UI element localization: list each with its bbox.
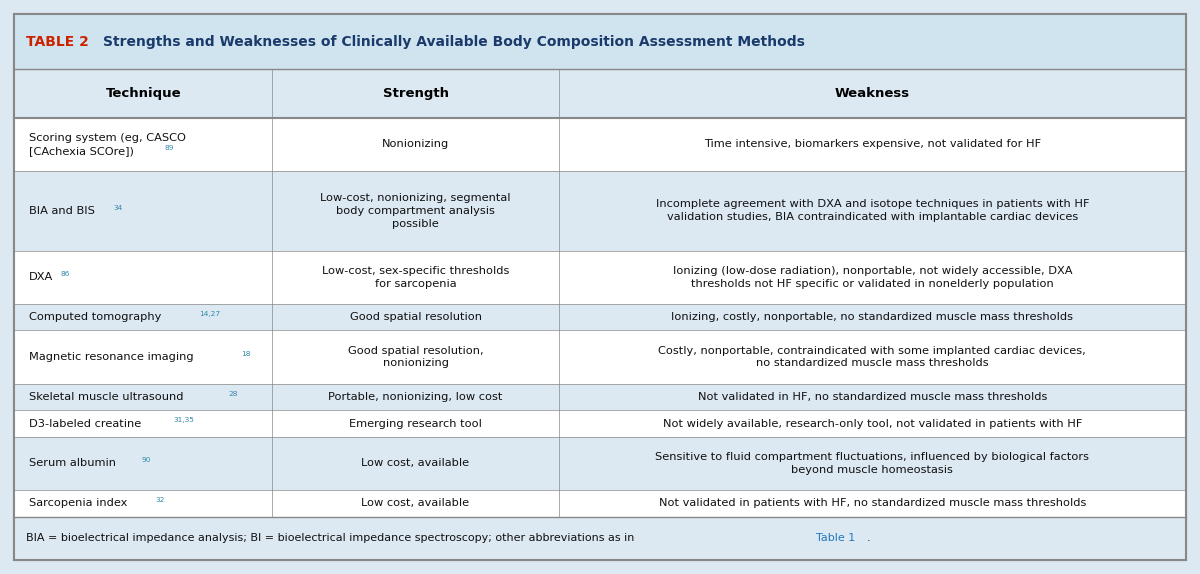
Text: Emerging research tool: Emerging research tool xyxy=(349,418,482,429)
Text: Sensitive to fluid compartment fluctuations, influenced by biological factors
be: Sensitive to fluid compartment fluctuati… xyxy=(655,452,1090,475)
Text: Nonionizing: Nonionizing xyxy=(382,139,449,149)
Bar xyxy=(14,410,1186,437)
Bar xyxy=(14,490,1186,517)
Text: Portable, nonionizing, low cost: Portable, nonionizing, low cost xyxy=(329,392,503,402)
Text: Low-cost, sex-specific thresholds
for sarcopenia: Low-cost, sex-specific thresholds for sa… xyxy=(322,266,509,289)
Text: Low cost, available: Low cost, available xyxy=(361,498,469,509)
Bar xyxy=(14,251,1186,304)
Text: .: . xyxy=(866,533,870,543)
Text: Not validated in patients with HF, no standardized muscle mass thresholds: Not validated in patients with HF, no st… xyxy=(659,498,1086,509)
Text: D3-labeled creatine: D3-labeled creatine xyxy=(29,418,142,429)
Text: Sarcopenia index: Sarcopenia index xyxy=(29,498,127,509)
Text: Time intensive, biomarkers expensive, not validated for HF: Time intensive, biomarkers expensive, no… xyxy=(703,139,1040,149)
Text: 32: 32 xyxy=(156,497,166,503)
Bar xyxy=(14,118,1186,171)
Text: Serum albumin: Serum albumin xyxy=(29,459,115,468)
Text: Weakness: Weakness xyxy=(835,87,910,100)
Text: Costly, nonportable, contraindicated with some implanted cardiac devices,
no sta: Costly, nonportable, contraindicated wit… xyxy=(659,346,1086,369)
Text: Ionizing, costly, nonportable, no standardized muscle mass thresholds: Ionizing, costly, nonportable, no standa… xyxy=(671,312,1073,322)
Bar xyxy=(14,171,1186,251)
Bar xyxy=(14,69,1186,118)
Text: Good spatial resolution: Good spatial resolution xyxy=(349,312,481,322)
Text: Computed tomography: Computed tomography xyxy=(29,312,161,322)
Text: 28: 28 xyxy=(228,391,238,397)
Text: 14,27: 14,27 xyxy=(199,311,221,317)
Text: Strength: Strength xyxy=(383,87,449,100)
Text: Good spatial resolution,
nonionizing: Good spatial resolution, nonionizing xyxy=(348,346,484,369)
Text: Scoring system (eg, CASCO
[CAchexia SCOre]): Scoring system (eg, CASCO [CAchexia SCOr… xyxy=(29,133,186,156)
Bar xyxy=(14,383,1186,410)
Bar xyxy=(14,14,1186,69)
Text: 86: 86 xyxy=(60,271,70,277)
Text: Not validated in HF, no standardized muscle mass thresholds: Not validated in HF, no standardized mus… xyxy=(697,392,1046,402)
Text: Magnetic resonance imaging: Magnetic resonance imaging xyxy=(29,352,193,362)
Text: Low cost, available: Low cost, available xyxy=(361,459,469,468)
Text: 89: 89 xyxy=(164,145,174,151)
Text: Table 1: Table 1 xyxy=(816,533,856,543)
Text: Not widely available, research-only tool, not validated in patients with HF: Not widely available, research-only tool… xyxy=(662,418,1082,429)
Text: 31,35: 31,35 xyxy=(174,417,194,423)
Bar xyxy=(14,304,1186,331)
Text: Skeletal muscle ultrasound: Skeletal muscle ultrasound xyxy=(29,392,184,402)
Bar xyxy=(14,517,1186,560)
Bar xyxy=(14,331,1186,383)
Text: 90: 90 xyxy=(142,457,150,463)
Bar xyxy=(14,437,1186,490)
Text: 34: 34 xyxy=(114,204,124,211)
Text: Strengths and Weaknesses of Clinically Available Body Composition Assessment Met: Strengths and Weaknesses of Clinically A… xyxy=(103,34,805,49)
Text: BIA and BIS: BIA and BIS xyxy=(29,205,95,216)
Text: Incomplete agreement with DXA and isotope techniques in patients with HF
validat: Incomplete agreement with DXA and isotop… xyxy=(655,199,1090,222)
Text: TABLE 2: TABLE 2 xyxy=(26,34,89,49)
Text: DXA: DXA xyxy=(29,272,53,282)
Text: Low-cost, nonionizing, segmental
body compartment analysis
possible: Low-cost, nonionizing, segmental body co… xyxy=(320,193,511,228)
Text: 18: 18 xyxy=(241,351,251,357)
Text: Technique: Technique xyxy=(106,87,181,100)
Text: Ionizing (low-dose radiation), nonportable, not widely accessible, DXA
threshold: Ionizing (low-dose radiation), nonportab… xyxy=(672,266,1072,289)
Text: BIA = bioelectrical impedance analysis; BI = bioelectrical impedance spectroscop: BIA = bioelectrical impedance analysis; … xyxy=(26,533,638,543)
